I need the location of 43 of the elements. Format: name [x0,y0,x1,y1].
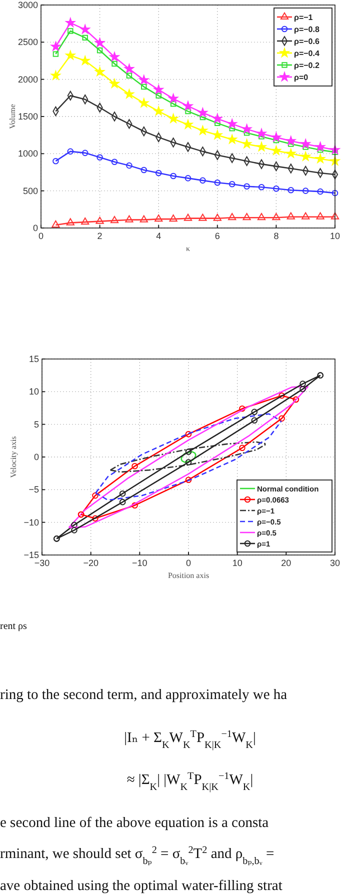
legend-label: ρ=−0.6 [294,37,320,46]
y-tick-label: 1500 [18,112,38,122]
y-tick-label: 0 [32,223,38,233]
x-tick-label: 0 [186,558,192,568]
x-axis-title: Position axis [168,571,210,580]
y-tick-label: 2000 [18,74,38,84]
x-tick-label: 20 [281,558,292,568]
legend-label: ρ=0 [294,73,309,82]
y-axis-title: Volume [8,104,17,129]
y-tick-label: 3000 [18,0,38,10]
legend-label: ρ=−0.8 [294,25,320,34]
y-tick-label: −10 [24,517,39,528]
text: ave obtained using the optimal water-filling strat [0,878,282,894]
text: ≈ |Σ$_{K}$| |W$_{K}$$^{T}$P$_{K|K}$$^{−1}$W$_{K}$| [126,770,254,792]
y-tick-label: 500 [22,186,38,196]
x-tick-label: −20 [83,558,98,568]
x-tick-label: 2 [97,231,102,241]
x-tick-label: 10 [232,558,242,568]
text: rminant, we should set σ$_{bₚ}$$^{2}$ = σ$_{bᵥ}$$^{2}$T$^{2}$ and ρ$_{bₚ,bᵥ}$ = [0,844,274,866]
legend-label: ρ=−0.4 [294,49,320,58]
x-tick-label: −30 [34,558,50,568]
y-tick-label: −15 [24,550,39,560]
text: rent ρs [0,621,28,632]
y-tick-label: 0 [34,452,39,462]
y-tick-label: −5 [28,484,39,495]
legend-label: ρ=−1 [294,13,314,22]
y-tick-label: 15 [28,354,39,364]
y-tick-label: 2500 [18,37,38,48]
x-axis-title: κ [186,244,190,253]
x-tick-label: 4 [156,231,162,241]
y-tick-label: 1000 [18,148,38,159]
x-tick-label: 10 [330,231,340,241]
y-tick-label: 10 [28,386,39,397]
y-tick-label: 5 [34,419,39,430]
text: |Iₙ + Σ$_{K}$W$_{K}$$^{T}$P$_{K|K}$$^{−1}$W$_{K}$| [124,728,256,750]
text: e second line of the above equation is a consta [0,815,270,831]
legend-label: ρ=−0.2 [294,61,320,70]
x-tick-label: 30 [330,558,340,568]
x-tick-label: 8 [274,231,279,241]
y-axis-title: Velocity axis [9,436,18,478]
x-tick-label: 6 [214,231,220,241]
text: ring to the second term, and approximately we ha [0,687,288,703]
x-tick-label: −10 [132,558,148,568]
